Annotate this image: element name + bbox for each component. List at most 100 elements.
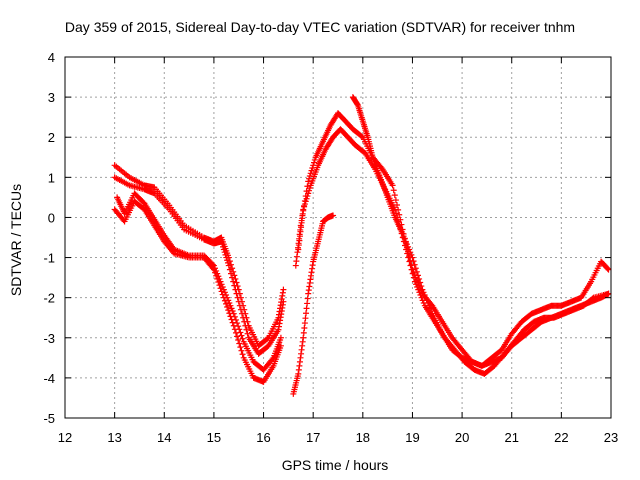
data-point — [228, 270, 235, 277]
data-point — [221, 289, 228, 296]
x-tick-label: 13 — [107, 430, 121, 445]
data-point — [234, 294, 241, 301]
series-lower-2 — [114, 190, 284, 373]
data-point — [215, 273, 222, 280]
data-point — [210, 262, 217, 269]
y-tick-label: -5 — [43, 411, 55, 426]
data-point — [239, 335, 246, 342]
data-point — [235, 323, 242, 330]
data-point — [402, 238, 409, 245]
y-tick-label: 3 — [48, 90, 55, 105]
data-point — [300, 206, 307, 213]
data-point — [413, 268, 420, 275]
data-point — [400, 233, 407, 240]
x-tick-label: 23 — [604, 430, 618, 445]
data-point — [418, 283, 425, 290]
data-point — [224, 259, 231, 266]
data-point — [239, 351, 246, 358]
data-point — [236, 340, 243, 347]
data-point — [411, 278, 418, 285]
data-point — [404, 250, 411, 257]
data-point — [229, 308, 236, 315]
data-point — [406, 246, 413, 253]
data-point — [305, 190, 312, 197]
y-axis-label: SDTVAR / TECUs — [8, 183, 24, 297]
data-point — [216, 275, 223, 282]
x-tick-label: 21 — [504, 430, 518, 445]
data-point — [269, 356, 276, 363]
data-point — [426, 302, 432, 309]
data-point — [407, 249, 414, 256]
data-point — [212, 265, 219, 272]
data-point — [308, 167, 315, 174]
data-point — [280, 298, 287, 305]
data-point — [243, 326, 250, 333]
data-point — [408, 251, 415, 258]
y-tick-label: 2 — [48, 130, 55, 145]
data-point — [220, 246, 227, 253]
data-point — [226, 266, 233, 273]
data-point — [223, 291, 230, 298]
data-points — [111, 94, 612, 397]
y-tick-label: -1 — [43, 251, 55, 266]
data-point — [390, 187, 397, 194]
data-point — [304, 193, 311, 200]
data-point — [244, 330, 251, 337]
series-peak-c — [349, 94, 612, 369]
data-point — [264, 335, 271, 342]
data-point — [221, 249, 228, 256]
data-point — [222, 251, 229, 258]
data-point — [306, 185, 313, 192]
data-point — [412, 265, 419, 272]
data-point — [411, 261, 418, 268]
data-point — [428, 308, 435, 315]
series-peak-a — [292, 110, 612, 369]
data-point — [301, 203, 308, 210]
data-point — [302, 198, 309, 205]
data-point — [427, 305, 434, 312]
plot-frame — [64, 56, 612, 419]
data-point — [223, 300, 230, 307]
x-tick-label: 19 — [405, 430, 419, 445]
data-point — [230, 278, 237, 285]
data-point — [330, 212, 337, 219]
data-point — [413, 281, 420, 288]
data-point — [237, 344, 244, 351]
data-point — [424, 300, 431, 307]
data-point — [306, 187, 313, 194]
data-point — [233, 290, 240, 297]
x-tick-label: 20 — [455, 430, 469, 445]
data-point — [391, 192, 398, 199]
data-point — [277, 334, 284, 341]
data-point — [219, 241, 226, 248]
grid — [65, 57, 611, 418]
data-point — [228, 305, 235, 312]
x-tick-label: 18 — [356, 430, 370, 445]
x-tick-label: 12 — [58, 430, 72, 445]
data-point — [421, 291, 428, 298]
y-tick-label: -2 — [43, 291, 55, 306]
data-point — [225, 262, 232, 269]
data-point — [231, 282, 238, 289]
data-point — [242, 322, 249, 329]
data-point — [240, 314, 247, 321]
data-point — [307, 170, 314, 177]
data-point — [236, 326, 243, 333]
data-point — [224, 304, 231, 311]
data-point — [422, 294, 429, 301]
data-point — [403, 241, 410, 248]
chart-title: Day 359 of 2015, Sidereal Day-to-day VTE… — [64, 19, 576, 35]
y-tick-label: -3 — [43, 331, 55, 346]
data-point — [232, 286, 239, 293]
y-tick-label: 4 — [48, 50, 55, 65]
data-point — [311, 159, 318, 166]
data-point — [399, 230, 406, 237]
x-tick-label: 17 — [306, 430, 320, 445]
y-tick-label: 1 — [48, 170, 55, 185]
data-point — [414, 283, 421, 290]
data-point — [226, 300, 233, 307]
data-point — [280, 286, 287, 293]
x-tick-label: 16 — [256, 430, 270, 445]
